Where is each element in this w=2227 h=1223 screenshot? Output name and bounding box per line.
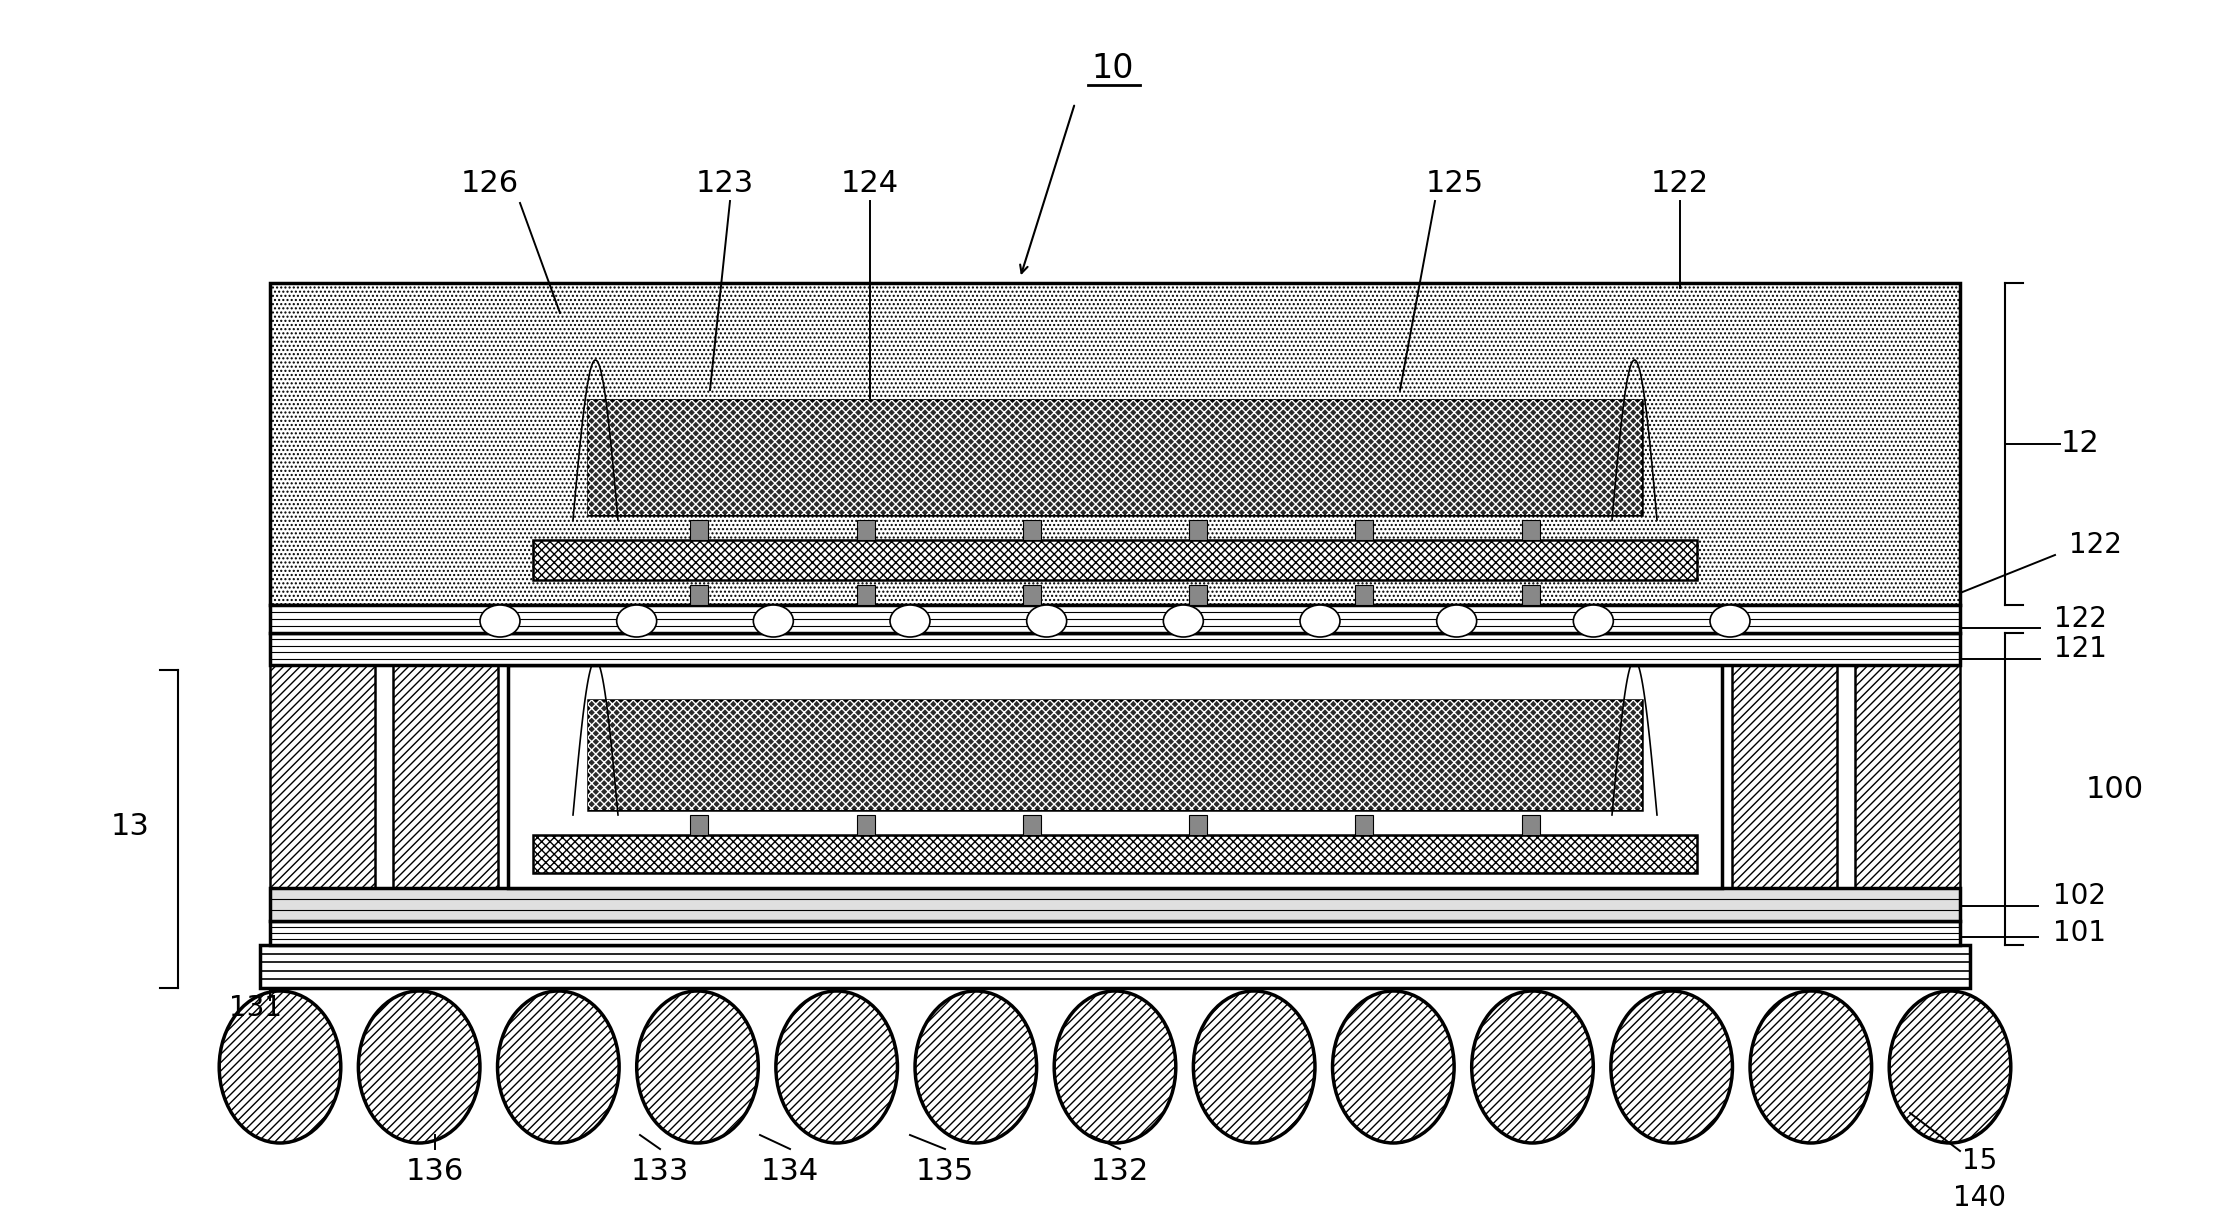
Ellipse shape <box>1436 605 1477 637</box>
Ellipse shape <box>1301 605 1341 637</box>
Ellipse shape <box>753 605 793 637</box>
Bar <box>690 520 708 541</box>
Bar <box>508 665 1721 888</box>
Ellipse shape <box>497 991 619 1144</box>
Bar <box>690 585 708 605</box>
Bar <box>1356 815 1374 835</box>
Text: 131: 131 <box>229 994 281 1022</box>
Text: 125: 125 <box>1425 169 1483 197</box>
Text: 100: 100 <box>2087 774 2145 804</box>
Ellipse shape <box>1332 991 1454 1144</box>
Bar <box>269 634 1960 665</box>
Bar <box>857 520 875 541</box>
Text: 122: 122 <box>2069 531 2122 559</box>
Ellipse shape <box>1750 991 1871 1144</box>
Text: 123: 123 <box>695 169 755 197</box>
Bar <box>1189 815 1207 835</box>
Bar <box>588 700 1641 810</box>
Ellipse shape <box>775 991 897 1144</box>
Text: 122: 122 <box>2053 605 2107 634</box>
Bar <box>1022 585 1040 605</box>
Text: 13: 13 <box>111 812 149 841</box>
Ellipse shape <box>1610 991 1733 1144</box>
Text: 132: 132 <box>1091 1157 1149 1185</box>
Text: 10: 10 <box>1091 51 1134 84</box>
Ellipse shape <box>1053 991 1176 1144</box>
Text: 12: 12 <box>2060 429 2100 459</box>
Bar <box>269 283 1960 605</box>
Ellipse shape <box>218 991 341 1144</box>
Bar <box>1733 665 1837 888</box>
Bar <box>1356 520 1374 541</box>
Bar <box>1189 520 1207 541</box>
Bar <box>269 665 374 888</box>
Text: 102: 102 <box>2053 883 2107 910</box>
Bar <box>1521 520 1539 541</box>
Bar <box>588 700 1641 810</box>
Bar <box>1521 815 1539 835</box>
Text: 101: 101 <box>2053 918 2107 947</box>
Text: 124: 124 <box>842 169 900 197</box>
Bar <box>1189 585 1207 605</box>
Text: 126: 126 <box>461 169 519 197</box>
Text: 136: 136 <box>405 1157 463 1185</box>
Text: 135: 135 <box>915 1157 973 1185</box>
Bar <box>1356 585 1374 605</box>
Ellipse shape <box>637 991 759 1144</box>
Bar <box>392 665 499 888</box>
Bar <box>261 945 1971 988</box>
Text: 15: 15 <box>1962 1147 1998 1175</box>
Bar <box>269 888 1960 921</box>
Bar <box>857 815 875 835</box>
Bar <box>532 835 1697 873</box>
Ellipse shape <box>1888 991 2011 1144</box>
Bar <box>269 921 1960 945</box>
Text: 134: 134 <box>762 1157 820 1185</box>
Text: 121: 121 <box>2053 635 2107 663</box>
Ellipse shape <box>1027 605 1067 637</box>
Bar <box>690 815 708 835</box>
Ellipse shape <box>1710 605 1750 637</box>
Bar <box>588 400 1641 515</box>
Bar <box>532 541 1697 580</box>
Ellipse shape <box>1194 991 1314 1144</box>
Ellipse shape <box>1572 605 1612 637</box>
Bar <box>1022 520 1040 541</box>
Ellipse shape <box>915 991 1036 1144</box>
Bar <box>1521 585 1539 605</box>
Text: 140: 140 <box>1953 1184 2007 1212</box>
Bar <box>1022 815 1040 835</box>
Bar <box>1855 665 1960 888</box>
Ellipse shape <box>481 605 519 637</box>
Ellipse shape <box>891 605 931 637</box>
Ellipse shape <box>1472 991 1592 1144</box>
Bar <box>588 400 1641 515</box>
Bar <box>857 585 875 605</box>
Bar <box>269 605 1960 634</box>
Ellipse shape <box>617 605 657 637</box>
Text: 133: 133 <box>630 1157 688 1185</box>
Ellipse shape <box>359 991 481 1144</box>
Text: 122: 122 <box>1650 169 1708 197</box>
Ellipse shape <box>1162 605 1203 637</box>
